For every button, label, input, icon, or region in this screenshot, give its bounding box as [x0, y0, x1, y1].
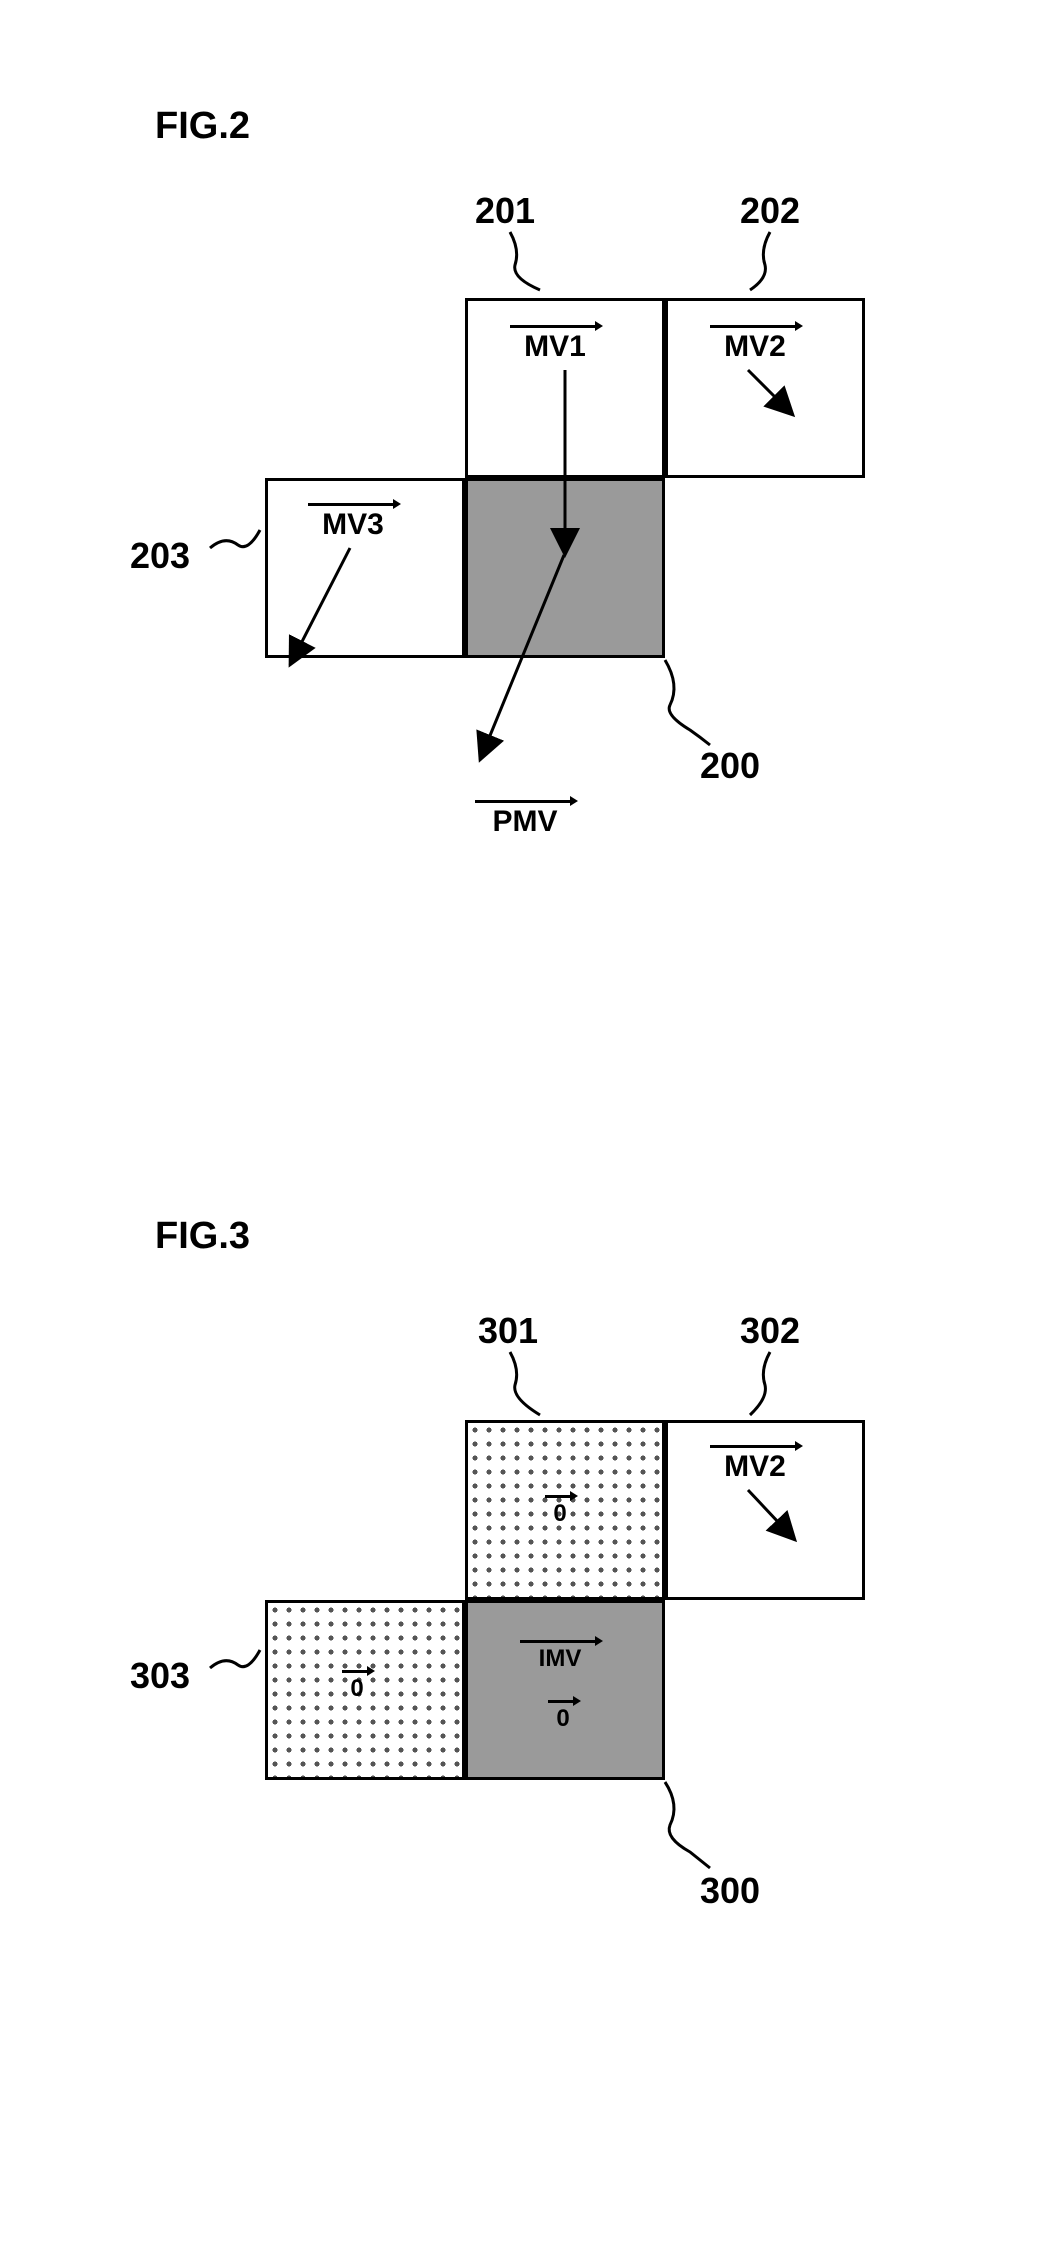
fig3-svg: [0, 0, 1050, 2242]
